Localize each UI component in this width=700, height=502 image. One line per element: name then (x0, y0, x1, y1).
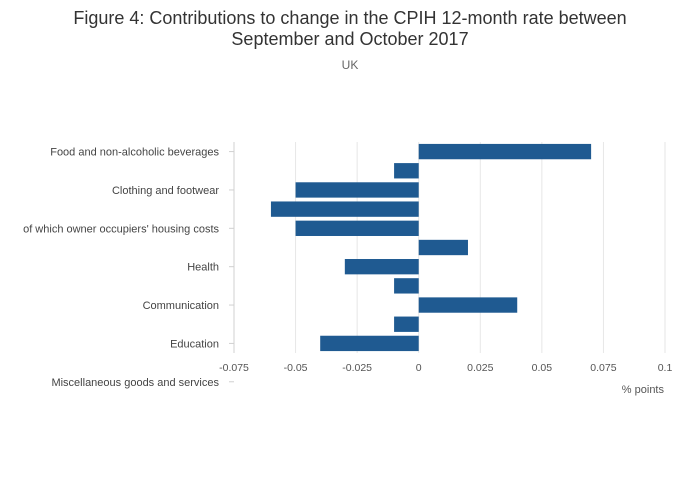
bar-2 (295, 182, 419, 198)
category-label-3: Health (187, 262, 219, 274)
grid-lines (233, 142, 666, 353)
x-axis-label: % points (622, 384, 665, 396)
category-label-6: Miscellaneous goods and services (51, 377, 219, 389)
bar-8 (418, 297, 518, 313)
category-label-1: Clothing and footwear (112, 185, 219, 197)
category-label-0: Food and non-alcoholic beverages (50, 147, 219, 159)
x-tick-label-1: -0.05 (284, 362, 308, 374)
bar-4 (295, 220, 419, 236)
x-tick-label-0: -0.075 (219, 362, 249, 374)
bar-3 (270, 201, 419, 217)
x-axis: -0.075 -0.05 -0.025 0 0.025 0.05 0.075 0.1 (219, 362, 672, 374)
x-tick-label-2: -0.025 (342, 362, 372, 374)
category-label-4: Communication (143, 300, 219, 312)
bars (270, 143, 592, 352)
y-axis: Food and non-alcoholic beverages Clothing… (23, 142, 235, 389)
chart-title-line-1: Figure 4: Contributions to change in the… (73, 8, 626, 28)
bar-10 (320, 335, 419, 352)
x-tick-label-4: 0.025 (467, 362, 493, 374)
x-tick-label-6: 0.075 (590, 362, 616, 374)
bar-6 (344, 259, 419, 275)
x-tick-label-7: 0.1 (658, 362, 673, 374)
category-label-2: of which owner occupiers' housing costs (23, 223, 219, 235)
bar-7 (394, 278, 419, 294)
bar-9 (394, 316, 419, 332)
bar-1 (394, 163, 419, 179)
chart-subtitle: UK (342, 58, 359, 72)
x-tick-label-5: 0.05 (532, 362, 553, 374)
chart-title-line-2: September and October 2017 (231, 29, 468, 49)
bar-0 (418, 143, 592, 160)
x-tick-label-3: 0 (416, 362, 422, 374)
bar-5 (418, 239, 468, 256)
category-label-5: Education (170, 338, 219, 350)
